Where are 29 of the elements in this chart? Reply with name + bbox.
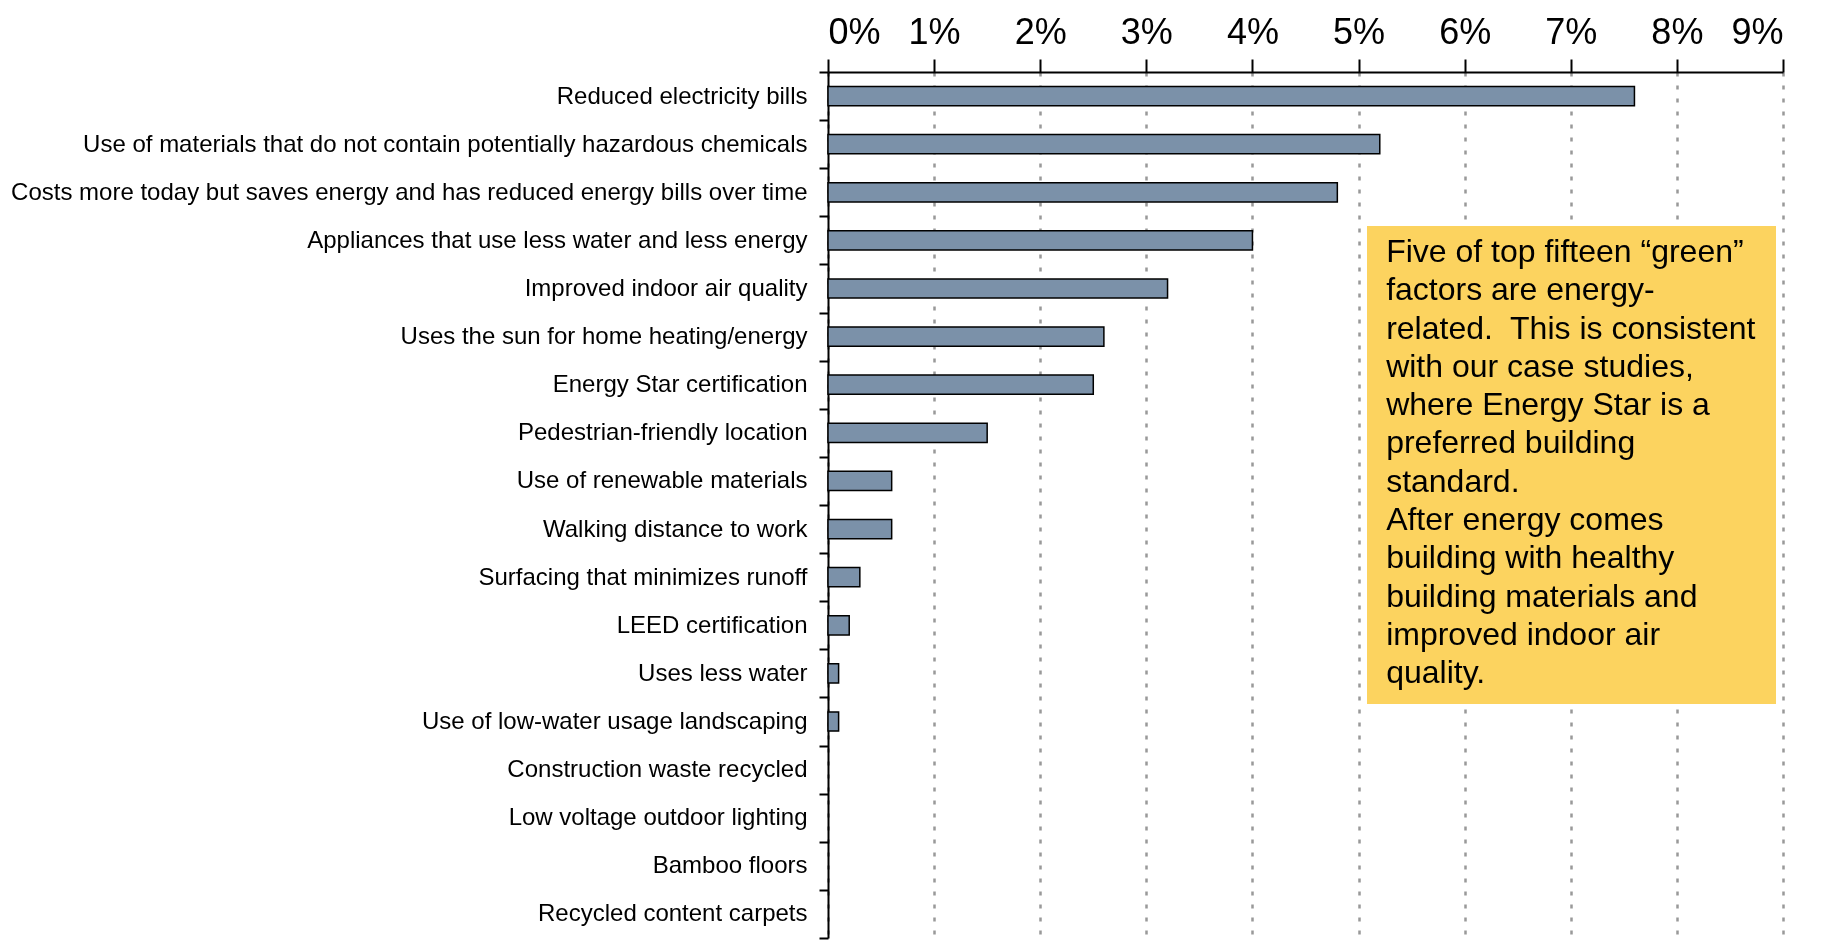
- y-tick-label: Uses the sun for home heating/energy: [400, 322, 808, 350]
- text: Five of top fifteen “green” factors are energy-related. This is consistent with our case studies, where Energy Star is a preferred building standard. After energy comes building with healthy building materials and improved indoor air quality.: [1386, 233, 1756, 691]
- x-tick-label: 7%: [1545, 10, 1598, 52]
- y-tick-label: Bamboo floors: [652, 851, 808, 879]
- x-tick-label: 2%: [1014, 10, 1067, 52]
- y-tick-label: Use of low-water usage landscaping: [421, 707, 808, 734]
- x-tick-label: 3%: [1120, 10, 1173, 52]
- x-tick-label: 4%: [1226, 10, 1279, 52]
- y-tick-label: Low voltage outdoor lighting: [508, 803, 808, 831]
- x-tick-label: 8%: [1651, 10, 1704, 52]
- y-tick-label: Walking distance to work: [542, 514, 809, 542]
- y-tick-label: Pedestrian-friendly location: [518, 418, 808, 446]
- x-tick-label: 5%: [1333, 10, 1386, 52]
- y-tick-label: Costs more today but saves energy and has reduced energy bills over time: [11, 177, 808, 205]
- y-tick-label: Energy Star certification: [552, 370, 808, 398]
- y-tick-label: LEED certification: [616, 610, 808, 638]
- y-tick-label: Surfacing that minimizes runoff: [478, 562, 808, 590]
- y-tick-label: Improved indoor air quality: [524, 274, 808, 301]
- y-tick-label: Recycled content carpets: [538, 899, 808, 927]
- y-tick-label: Use of renewable materials: [516, 466, 808, 494]
- x-tick-label: 9%: [1731, 10, 1784, 52]
- x-tick-label: 0%: [828, 10, 881, 52]
- y-tick-label: Reduced electricity bills: [556, 81, 808, 109]
- y-tick-label: Use of materials that do not contain potentially hazardous chemicals: [83, 129, 808, 157]
- y-tick-label: Construction waste recycled: [507, 755, 808, 783]
- x-tick-label: 6%: [1439, 10, 1492, 52]
- y-tick-label: Uses less water: [638, 658, 808, 686]
- x-tick-label: 1%: [908, 10, 961, 52]
- y-tick-label: Appliances that use less water and less energy: [307, 225, 808, 253]
